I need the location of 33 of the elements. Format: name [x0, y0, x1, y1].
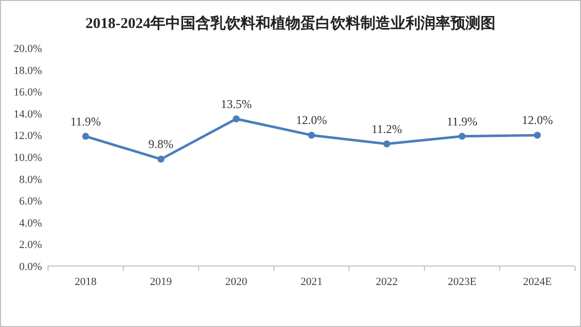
point	[308, 132, 315, 139]
point	[232, 115, 240, 122]
x-tick-label: 2018	[74, 276, 98, 288]
point	[383, 140, 390, 148]
data-label: 11.2%	[372, 122, 402, 136]
x-tick-label: 2019	[150, 276, 172, 288]
y-tick-label: 12.0%	[14, 130, 42, 142]
data-label: 11.9%	[70, 114, 101, 128]
y-tick-label: 8.0%	[19, 174, 42, 186]
x-tick-label: 2020	[225, 276, 248, 288]
y-tick-label: 18.0%	[14, 64, 42, 77]
data-label: 12.0%	[296, 113, 327, 128]
y-tick-label: 0.0%	[19, 261, 42, 273]
y-tick-label: 6.0%	[19, 196, 42, 208]
data-label: 9.8%	[148, 137, 174, 152]
y-tick-label: 10.0%	[14, 152, 42, 164]
data-label: 12.0%	[522, 113, 553, 128]
x-tick-label: 2021	[300, 276, 322, 288]
data-label: 13.5%	[220, 96, 252, 111]
y-tick-label: 2.0%	[19, 239, 42, 252]
x-tick-label: 2024E	[522, 276, 552, 288]
y-tick-label: 16.0%	[14, 86, 42, 99]
point	[157, 156, 164, 163]
y-tick-label: 20.0%	[14, 43, 42, 55]
x-tick-label: 2023E	[448, 276, 477, 288]
data-label: 11.9%	[446, 114, 478, 128]
y-tick-label: 14.0%	[14, 108, 42, 120]
y-tick-label: 4.0%	[19, 217, 42, 230]
x-tick-label: 2022	[376, 276, 398, 288]
point	[534, 132, 541, 139]
point	[458, 132, 466, 140]
point	[82, 132, 90, 140]
chart-title: 2018-2024年中国含乳饮料和植物蛋白饮料制造业利润率预测图	[86, 14, 496, 32]
